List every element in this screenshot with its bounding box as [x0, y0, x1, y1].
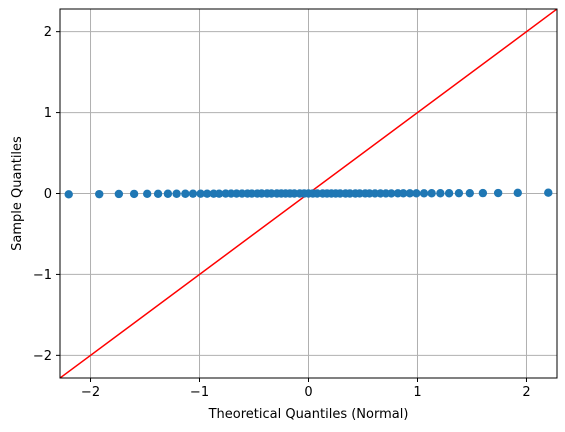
data-point [196, 189, 205, 198]
data-point [436, 189, 445, 198]
grid-lines [60, 9, 557, 378]
data-point [405, 189, 415, 198]
data-point [513, 188, 522, 198]
data-point [419, 189, 429, 198]
data-point [142, 189, 152, 199]
data-point [64, 190, 73, 199]
y-tick-label: 2 [44, 25, 52, 40]
data-point [412, 189, 421, 198]
data-point [172, 189, 181, 198]
y-tick-label: 0 [44, 187, 52, 202]
x-tick-label: −1 [190, 385, 209, 400]
x-axis-label: Theoretical Quantiles (Normal) [208, 407, 409, 422]
x-tick-label: 2 [522, 385, 530, 400]
data-point [444, 189, 454, 198]
data-point [427, 189, 436, 198]
data-point [153, 189, 163, 199]
data-point [387, 189, 396, 198]
data-point [478, 188, 488, 198]
x-tick-label: 1 [413, 385, 421, 400]
y-tick-label: 1 [44, 106, 52, 121]
data-point [493, 188, 503, 198]
data-point [399, 189, 408, 198]
data-point [188, 189, 198, 198]
data-point [544, 188, 553, 197]
data-point [214, 189, 224, 198]
data-point [129, 189, 139, 199]
x-tick-label: −2 [81, 385, 100, 400]
data-point [202, 189, 212, 198]
x-axis-ticks: −2 −1 0 1 2 [81, 378, 531, 400]
data-point [95, 189, 104, 199]
y-axis-label: Sample Quantiles [10, 136, 25, 251]
y-axis-ticks: −2 −1 0 1 2 [33, 25, 60, 364]
data-point [465, 188, 475, 198]
data-points [64, 188, 553, 199]
data-point [114, 189, 124, 199]
data-point [454, 188, 464, 198]
y-tick-label: −2 [33, 349, 52, 364]
y-tick-label: −1 [33, 268, 52, 283]
data-point [181, 189, 190, 198]
x-tick-label: 0 [304, 385, 312, 400]
data-point [163, 189, 173, 198]
